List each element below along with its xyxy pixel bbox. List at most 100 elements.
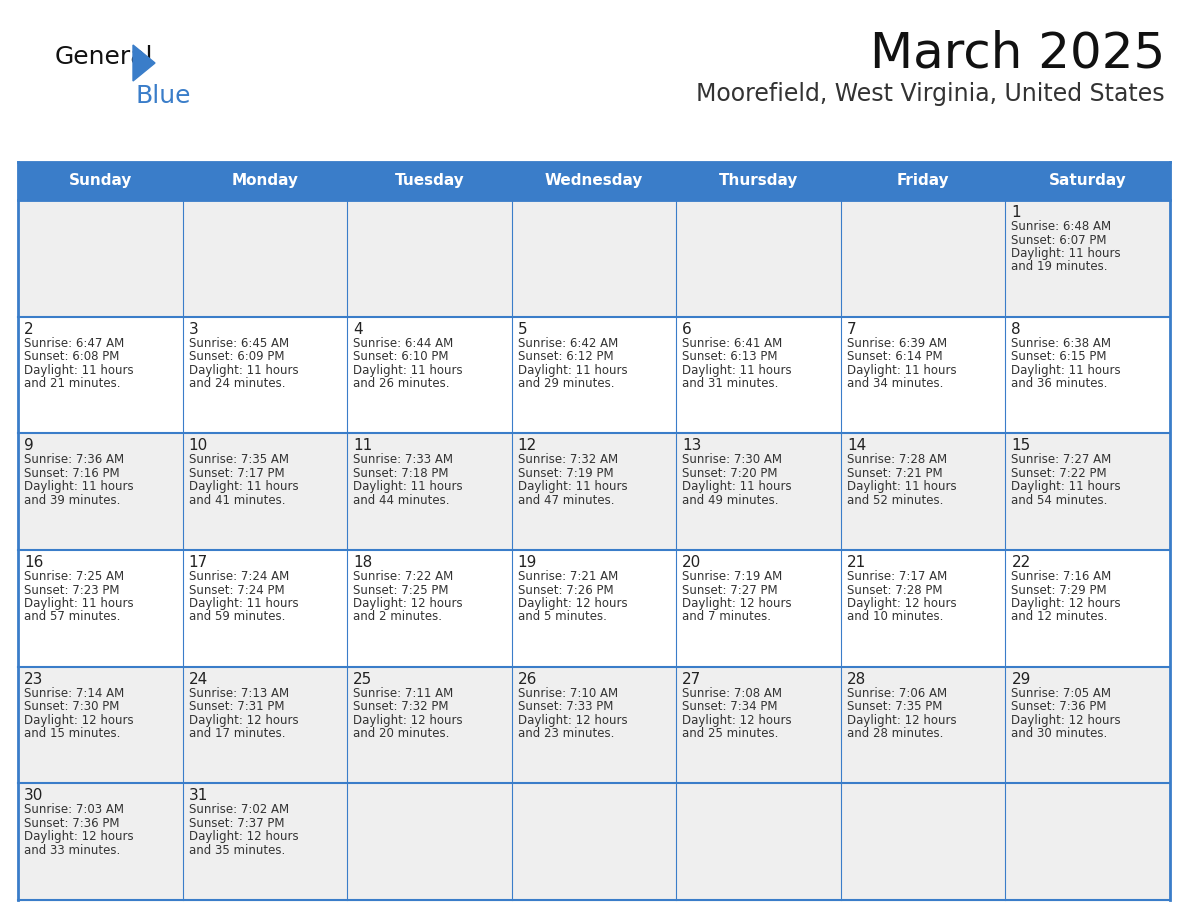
Text: Sunrise: 6:41 AM: Sunrise: 6:41 AM (682, 337, 783, 350)
Text: and 28 minutes.: and 28 minutes. (847, 727, 943, 740)
Bar (18, 666, 1170, 783)
Text: Daylight: 12 hours: Daylight: 12 hours (518, 713, 627, 727)
Text: March 2025: March 2025 (870, 30, 1165, 78)
Text: Daylight: 11 hours: Daylight: 11 hours (353, 480, 463, 493)
Text: Sunset: 7:19 PM: Sunset: 7:19 PM (518, 467, 613, 480)
Bar (18, 433, 1170, 550)
Text: 18: 18 (353, 555, 372, 570)
Text: Wednesday: Wednesday (545, 174, 643, 188)
Text: Daylight: 11 hours: Daylight: 11 hours (1011, 247, 1121, 260)
Text: Sunrise: 7:02 AM: Sunrise: 7:02 AM (189, 803, 289, 816)
Text: 26: 26 (518, 672, 537, 687)
Text: and 54 minutes.: and 54 minutes. (1011, 494, 1107, 507)
Text: 25: 25 (353, 672, 372, 687)
Text: Daylight: 11 hours: Daylight: 11 hours (847, 480, 956, 493)
Text: Daylight: 12 hours: Daylight: 12 hours (24, 831, 133, 844)
Text: 7: 7 (847, 321, 857, 337)
Text: Daylight: 11 hours: Daylight: 11 hours (353, 364, 463, 376)
Text: Sunrise: 7:27 AM: Sunrise: 7:27 AM (1011, 453, 1112, 466)
Text: Daylight: 12 hours: Daylight: 12 hours (24, 713, 133, 727)
Text: 29: 29 (1011, 672, 1031, 687)
Text: Daylight: 11 hours: Daylight: 11 hours (24, 364, 133, 376)
Bar (18, 317, 1170, 433)
Polygon shape (133, 45, 154, 81)
Text: Daylight: 11 hours: Daylight: 11 hours (518, 364, 627, 376)
Text: Sunrise: 7:25 AM: Sunrise: 7:25 AM (24, 570, 124, 583)
Text: Daylight: 12 hours: Daylight: 12 hours (353, 713, 463, 727)
Text: Sunrise: 7:08 AM: Sunrise: 7:08 AM (682, 687, 782, 700)
Text: 19: 19 (518, 555, 537, 570)
Text: and 47 minutes.: and 47 minutes. (518, 494, 614, 507)
Text: Sunset: 7:36 PM: Sunset: 7:36 PM (1011, 700, 1107, 713)
Text: Daylight: 12 hours: Daylight: 12 hours (518, 597, 627, 610)
Text: Sunrise: 7:36 AM: Sunrise: 7:36 AM (24, 453, 124, 466)
Text: 21: 21 (847, 555, 866, 570)
Bar (18, 200, 1170, 317)
Text: Sunrise: 7:14 AM: Sunrise: 7:14 AM (24, 687, 125, 700)
Text: Sunrise: 7:24 AM: Sunrise: 7:24 AM (189, 570, 289, 583)
Text: Daylight: 11 hours: Daylight: 11 hours (189, 480, 298, 493)
Text: Daylight: 11 hours: Daylight: 11 hours (682, 364, 792, 376)
Text: Sunset: 7:21 PM: Sunset: 7:21 PM (847, 467, 942, 480)
Text: Daylight: 12 hours: Daylight: 12 hours (682, 597, 792, 610)
Bar (18, 162, 1170, 200)
Text: Daylight: 12 hours: Daylight: 12 hours (847, 597, 956, 610)
Text: Sunrise: 6:42 AM: Sunrise: 6:42 AM (518, 337, 618, 350)
Text: 11: 11 (353, 438, 372, 453)
Text: 10: 10 (189, 438, 208, 453)
Text: Sunset: 6:09 PM: Sunset: 6:09 PM (189, 350, 284, 364)
Text: Sunrise: 7:16 AM: Sunrise: 7:16 AM (1011, 570, 1112, 583)
Text: 1: 1 (1011, 205, 1020, 220)
Text: Sunset: 7:16 PM: Sunset: 7:16 PM (24, 467, 120, 480)
Text: Sunday: Sunday (69, 174, 132, 188)
Text: Sunrise: 7:10 AM: Sunrise: 7:10 AM (518, 687, 618, 700)
Text: Sunset: 7:25 PM: Sunset: 7:25 PM (353, 584, 449, 597)
Text: Sunrise: 6:44 AM: Sunrise: 6:44 AM (353, 337, 454, 350)
Text: and 21 minutes.: and 21 minutes. (24, 377, 120, 390)
Text: Sunset: 6:08 PM: Sunset: 6:08 PM (24, 350, 119, 364)
Text: 23: 23 (24, 672, 44, 687)
Text: and 49 minutes.: and 49 minutes. (682, 494, 779, 507)
Text: Sunset: 7:30 PM: Sunset: 7:30 PM (24, 700, 119, 713)
Text: and 7 minutes.: and 7 minutes. (682, 610, 771, 623)
Text: Sunrise: 7:30 AM: Sunrise: 7:30 AM (682, 453, 782, 466)
Text: 2: 2 (24, 321, 33, 337)
Text: and 52 minutes.: and 52 minutes. (847, 494, 943, 507)
Text: Sunset: 6:10 PM: Sunset: 6:10 PM (353, 350, 449, 364)
Text: and 12 minutes.: and 12 minutes. (1011, 610, 1108, 623)
Text: Sunset: 7:22 PM: Sunset: 7:22 PM (1011, 467, 1107, 480)
Text: Sunrise: 7:28 AM: Sunrise: 7:28 AM (847, 453, 947, 466)
Text: 22: 22 (1011, 555, 1031, 570)
Text: and 20 minutes.: and 20 minutes. (353, 727, 449, 740)
Text: Sunset: 7:24 PM: Sunset: 7:24 PM (189, 584, 284, 597)
Text: 31: 31 (189, 789, 208, 803)
Text: and 26 minutes.: and 26 minutes. (353, 377, 449, 390)
Text: Sunset: 7:35 PM: Sunset: 7:35 PM (847, 700, 942, 713)
Text: Daylight: 11 hours: Daylight: 11 hours (24, 597, 133, 610)
Text: Daylight: 12 hours: Daylight: 12 hours (1011, 597, 1121, 610)
Text: and 35 minutes.: and 35 minutes. (189, 844, 285, 856)
Text: Blue: Blue (135, 84, 190, 108)
Text: Sunrise: 6:38 AM: Sunrise: 6:38 AM (1011, 337, 1112, 350)
Text: Daylight: 12 hours: Daylight: 12 hours (189, 713, 298, 727)
Text: Tuesday: Tuesday (394, 174, 465, 188)
Text: Saturday: Saturday (1049, 174, 1126, 188)
Text: 8: 8 (1011, 321, 1020, 337)
Text: and 29 minutes.: and 29 minutes. (518, 377, 614, 390)
Text: 15: 15 (1011, 438, 1031, 453)
Text: Daylight: 11 hours: Daylight: 11 hours (189, 364, 298, 376)
Text: Sunrise: 7:35 AM: Sunrise: 7:35 AM (189, 453, 289, 466)
Text: Daylight: 11 hours: Daylight: 11 hours (1011, 364, 1121, 376)
Text: Sunrise: 7:33 AM: Sunrise: 7:33 AM (353, 453, 453, 466)
Text: Sunset: 7:28 PM: Sunset: 7:28 PM (847, 584, 942, 597)
Text: and 17 minutes.: and 17 minutes. (189, 727, 285, 740)
Text: Sunset: 7:26 PM: Sunset: 7:26 PM (518, 584, 613, 597)
Text: Daylight: 12 hours: Daylight: 12 hours (189, 831, 298, 844)
Text: Sunset: 6:15 PM: Sunset: 6:15 PM (1011, 350, 1107, 364)
Text: Sunset: 7:32 PM: Sunset: 7:32 PM (353, 700, 449, 713)
Text: and 10 minutes.: and 10 minutes. (847, 610, 943, 623)
Text: 9: 9 (24, 438, 33, 453)
Text: 24: 24 (189, 672, 208, 687)
Text: 30: 30 (24, 789, 44, 803)
Text: 13: 13 (682, 438, 702, 453)
